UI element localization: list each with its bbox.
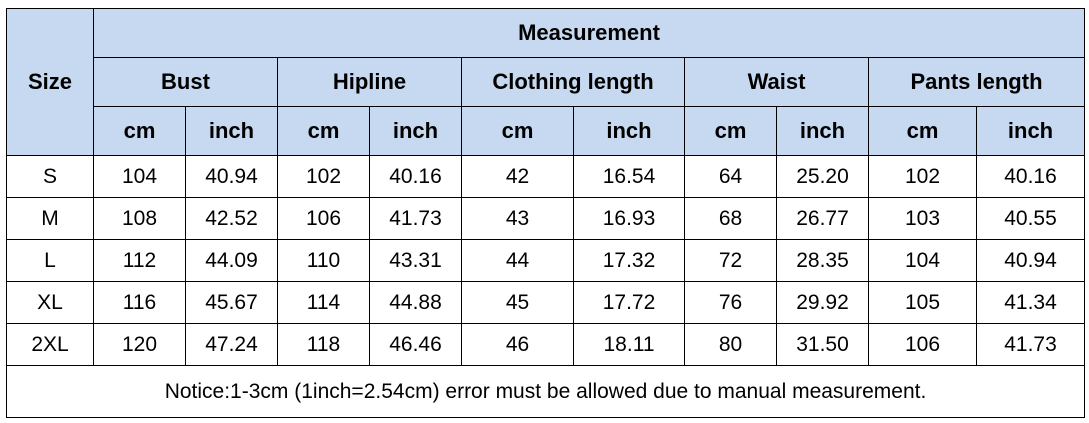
value-cell: 25.20	[776, 155, 869, 198]
value-cell: 41.73	[975, 323, 1086, 366]
unit-header: cm	[277, 106, 370, 156]
notice-row: Notice:1-3cm (1inch=2.54cm) error must b…	[5, 365, 1086, 418]
data-row: XL 116 45.67 114 44.88 45 17.72 76 29.92 105 41.34	[6, 281, 1086, 324]
value-cell: 44.88	[369, 281, 462, 324]
value-cell: 43.31	[369, 239, 462, 282]
group-header: Pants length	[867, 57, 1086, 107]
notice: Notice:1-3cm (1inch=2.54cm) error must b…	[5, 365, 1086, 418]
value-cell: 103	[868, 197, 977, 240]
value-cell: 104	[868, 239, 977, 282]
group-header: Hipline	[277, 57, 462, 107]
value-cell: 46.46	[369, 323, 462, 366]
unit-header: inch	[776, 106, 869, 156]
value-cell: 16.93	[573, 197, 685, 240]
value-cell: 44	[461, 239, 574, 282]
value-cell: 40.16	[369, 155, 462, 198]
value-cell: 112	[93, 239, 186, 282]
value-cell: 106	[277, 197, 370, 240]
value-cell: 31.50	[776, 323, 869, 366]
unit-header: inch	[975, 106, 1086, 156]
value-cell: 106	[868, 323, 977, 366]
value-cell: 120	[93, 323, 186, 366]
value-cell: 44.09	[185, 239, 278, 282]
unit-header: inch	[573, 106, 685, 156]
value-cell: 45	[461, 281, 574, 324]
value-cell: 40.94	[185, 155, 278, 198]
value-cell: 40.16	[975, 155, 1086, 198]
value-cell: 43	[461, 197, 574, 240]
value-cell: 45.67	[185, 281, 278, 324]
value-cell: 40.55	[975, 197, 1086, 240]
value-cell: 17.32	[573, 239, 685, 282]
size-cell: XL	[6, 281, 94, 324]
data-row: 2XL 120 47.24 118 46.46 46 18.11 80 31.50 106 41.7…	[6, 323, 1086, 366]
value-cell: 80	[684, 323, 777, 366]
value-cell: 28.35	[776, 239, 869, 282]
data-row: L 112 44.09 110 43.31 44 17.32 72 28.35 104 40.94	[6, 239, 1086, 282]
unit-header: inch	[185, 106, 278, 156]
value-cell: 40.94	[975, 239, 1086, 282]
group-header: Clothing length	[461, 57, 685, 107]
value-cell: 42	[461, 155, 574, 198]
title-header: Measurement	[92, 8, 1086, 58]
size-cell: S	[6, 155, 94, 198]
value-cell: 47.24	[185, 323, 278, 366]
unit-header: cm	[684, 106, 777, 156]
value-cell: 105	[868, 281, 977, 324]
value-cell: 104	[93, 155, 186, 198]
unit-header: inch	[369, 106, 462, 156]
size-table: Size Measurement Bust Hipline Clothing len…	[5, 8, 1086, 418]
data-row: M 108 42.52 106 41.73 43 16.93 68 26.77 103 40.55	[6, 197, 1086, 240]
value-cell: 76	[684, 281, 777, 324]
group-header: Bust	[93, 57, 278, 107]
value-cell: 72	[684, 239, 777, 282]
size-cell: L	[6, 239, 94, 282]
value-cell: 68	[684, 197, 777, 240]
size-cell: 2XL	[6, 323, 94, 366]
value-cell: 16.54	[573, 155, 685, 198]
value-cell: 42.52	[185, 197, 278, 240]
value-cell: 118	[277, 323, 370, 366]
size-header: Size	[6, 8, 94, 156]
unit-header: cm	[93, 106, 186, 156]
value-cell: 108	[93, 197, 186, 240]
unit-header: cm	[461, 106, 574, 156]
value-cell: 116	[93, 281, 186, 324]
value-cell: 41.34	[975, 281, 1086, 324]
value-cell: 17.72	[573, 281, 685, 324]
group-header: Waist	[684, 57, 869, 107]
data-row: S 104 40.94 102 40.16 42 16.54 64 25.20 102 40.16	[6, 155, 1086, 198]
value-cell: 64	[684, 155, 777, 198]
value-cell: 29.92	[776, 281, 869, 324]
value-cell: 102	[868, 155, 977, 198]
value-cell: 114	[277, 281, 370, 324]
unit-header: cm	[868, 106, 977, 156]
value-cell: 18.11	[573, 323, 685, 366]
value-cell: 46	[461, 323, 574, 366]
value-cell: 41.73	[369, 197, 462, 240]
value-cell: 102	[277, 155, 370, 198]
value-cell: 26.77	[776, 197, 869, 240]
value-cell: 110	[277, 239, 370, 282]
size-cell: M	[6, 197, 94, 240]
